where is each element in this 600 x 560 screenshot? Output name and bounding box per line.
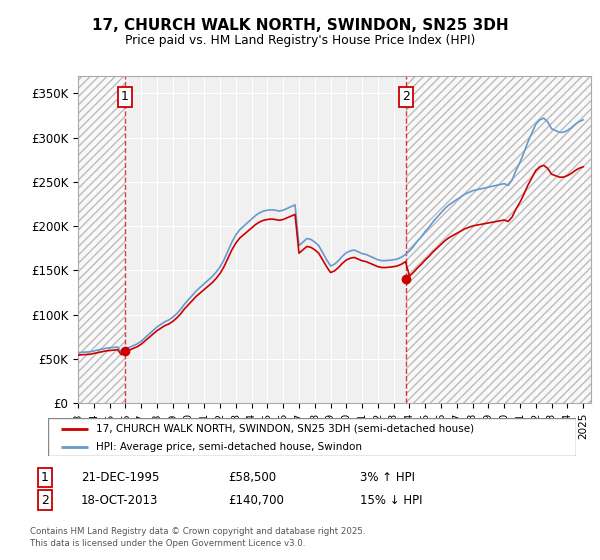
- Text: HPI: Average price, semi-detached house, Swindon: HPI: Average price, semi-detached house,…: [95, 442, 362, 452]
- Text: 21-DEC-1995: 21-DEC-1995: [81, 471, 160, 484]
- Text: 15% ↓ HPI: 15% ↓ HPI: [360, 493, 422, 507]
- Text: Price paid vs. HM Land Registry's House Price Index (HPI): Price paid vs. HM Land Registry's House …: [125, 34, 475, 47]
- Text: 17, CHURCH WALK NORTH, SWINDON, SN25 3DH: 17, CHURCH WALK NORTH, SWINDON, SN25 3DH: [92, 18, 508, 32]
- Text: £140,700: £140,700: [228, 493, 284, 507]
- Text: 3% ↑ HPI: 3% ↑ HPI: [360, 471, 415, 484]
- Text: 2: 2: [41, 493, 49, 507]
- Text: 17, CHURCH WALK NORTH, SWINDON, SN25 3DH (semi-detached house): 17, CHURCH WALK NORTH, SWINDON, SN25 3DH…: [95, 424, 473, 434]
- Text: Contains HM Land Registry data © Crown copyright and database right 2025.
This d: Contains HM Land Registry data © Crown c…: [30, 527, 365, 548]
- Bar: [406, 76, 591, 403]
- Text: 2: 2: [402, 90, 410, 104]
- Text: 1: 1: [41, 471, 49, 484]
- Bar: [78, 76, 125, 403]
- FancyBboxPatch shape: [48, 418, 576, 456]
- Text: 18-OCT-2013: 18-OCT-2013: [81, 493, 158, 507]
- Text: £58,500: £58,500: [228, 471, 276, 484]
- Text: 1: 1: [121, 90, 129, 104]
